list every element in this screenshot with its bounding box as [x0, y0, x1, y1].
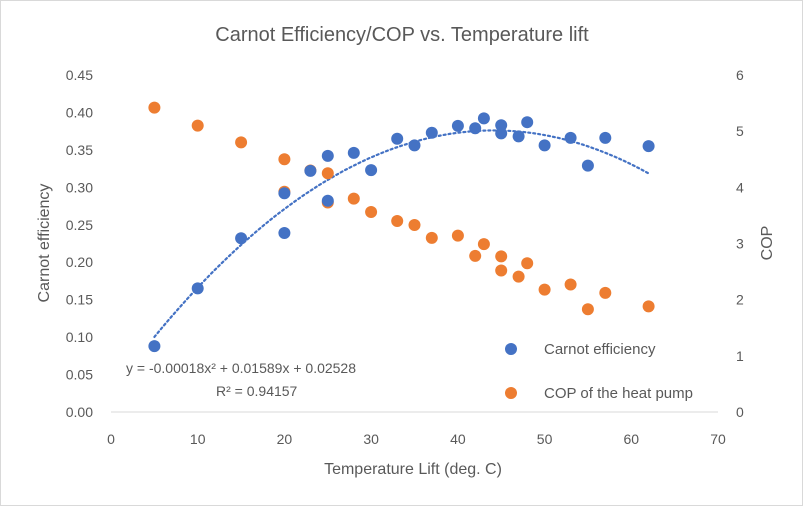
- cop-point: [451, 229, 464, 242]
- cop-point: [408, 219, 421, 231]
- carnot-efficiency-point: [564, 131, 577, 144]
- cop-point: [477, 238, 490, 251]
- carnot-efficiency-point: [425, 126, 438, 139]
- x-axis-title: Temperature Lift (deg. C): [324, 461, 502, 478]
- carnot-efficiency-point: [191, 282, 204, 295]
- y-tick-label: 0.25: [66, 217, 93, 233]
- y2-tick-label: 1: [736, 348, 744, 364]
- y-tick-label: 0.40: [66, 104, 93, 120]
- cop-point: [512, 270, 525, 283]
- legend-marker-carnot: [505, 343, 517, 355]
- cop-point: [469, 249, 482, 262]
- carnot-efficiency-point: [235, 232, 248, 245]
- carnot-efficiency-point: [599, 131, 612, 144]
- carnot-efficiency-point: [495, 119, 508, 132]
- carnot-efficiency-point: [365, 164, 378, 177]
- carnot-efficiency-point: [512, 130, 525, 143]
- y2-tick-label: 3: [736, 236, 744, 252]
- cop-point: [365, 206, 378, 218]
- y-tick-label: 0.15: [66, 292, 93, 308]
- carnot-efficiency-point: [347, 146, 360, 159]
- legend: Carnot efficiency COP of the heat pump: [505, 341, 693, 402]
- cop-point: [148, 101, 161, 114]
- y-tick-label: 0.35: [66, 142, 93, 158]
- carnot-efficiency-point: [581, 159, 594, 172]
- carnot-efficiency-point: [408, 139, 421, 152]
- legend-marker-cop: [505, 387, 517, 399]
- cop-point: [581, 303, 594, 316]
- carnot-efficiency-point: [148, 340, 161, 353]
- y-tick-label: 0.45: [66, 67, 93, 83]
- trendline-equation: y = -0.00018x² + 0.01589x + 0.02528: [126, 360, 356, 376]
- carnot-efficiency-point: [495, 127, 508, 140]
- y-tick-label: 0.00: [66, 404, 93, 420]
- y2-tick-label: 2: [736, 292, 744, 308]
- carnot-efficiency-point: [391, 132, 404, 145]
- carnot-efficiency-point: [304, 164, 317, 177]
- carnot-efficiency-point: [451, 119, 464, 132]
- y2-tick-label: 5: [736, 123, 744, 139]
- carnot-efficiency-point: [321, 194, 334, 207]
- y-tick-label: 0.20: [66, 254, 93, 270]
- carnot-efficiency-point: [278, 187, 291, 200]
- y-tick-label: 0.10: [66, 329, 93, 345]
- carnot-efficiency-point: [538, 139, 551, 152]
- y-tick-label: 0.30: [66, 179, 93, 195]
- x-tick-label: 30: [363, 431, 379, 447]
- cop-point: [278, 153, 291, 166]
- x-tick-label: 10: [190, 431, 206, 447]
- cop-point: [599, 286, 612, 299]
- carnot-efficiency-point: [642, 140, 655, 153]
- carnot-efficiency-point: [477, 112, 490, 125]
- x-tick-label: 70: [710, 431, 726, 447]
- x-tick-label: 20: [277, 431, 293, 447]
- points-layer: [148, 101, 655, 353]
- cop-point: [521, 257, 534, 270]
- y-axis-title: Carnot efficiency: [36, 184, 53, 303]
- cop-point: [425, 231, 438, 244]
- trendline-path: [153, 129, 650, 338]
- y2-tick-label: 4: [736, 179, 744, 195]
- x-tick-label: 40: [450, 431, 466, 447]
- carnot-efficiency-point: [521, 116, 534, 129]
- x-tick-label: 60: [623, 431, 639, 447]
- carnot-efficiency-point: [321, 149, 334, 162]
- x-tick-label: 0: [107, 431, 115, 447]
- carnot-efficiency-point: [469, 122, 482, 135]
- cop-point: [191, 119, 204, 132]
- carnot-efficiency-point: [278, 227, 291, 239]
- legend-label-carnot: Carnot efficiency: [544, 341, 656, 358]
- cop-point: [391, 215, 404, 227]
- cop-point: [495, 264, 508, 277]
- trendline-r-squared: R² = 0.94157: [216, 383, 298, 399]
- axes-layer: 0 10 20 30 40 50 60 700.000.050.100.150.200.250…: [66, 67, 744, 447]
- cop-point: [538, 283, 551, 296]
- cop-point: [495, 250, 508, 263]
- chart-title: Carnot Efficiency/COP vs. Temperature li…: [215, 24, 589, 46]
- cop-point: [321, 167, 334, 180]
- y-tick-label: 0.05: [66, 367, 93, 383]
- y2-axis-title: COP: [759, 226, 776, 261]
- x-tick-label: 50: [537, 431, 553, 447]
- cop-point: [564, 278, 577, 291]
- cop-point: [235, 136, 248, 149]
- y2-tick-label: 6: [736, 67, 744, 83]
- trendline-layer: [153, 129, 650, 338]
- legend-label-cop: COP of the heat pump: [544, 385, 693, 402]
- cop-point: [347, 192, 360, 205]
- y2-tick-label: 0: [736, 404, 744, 420]
- cop-point: [642, 300, 655, 313]
